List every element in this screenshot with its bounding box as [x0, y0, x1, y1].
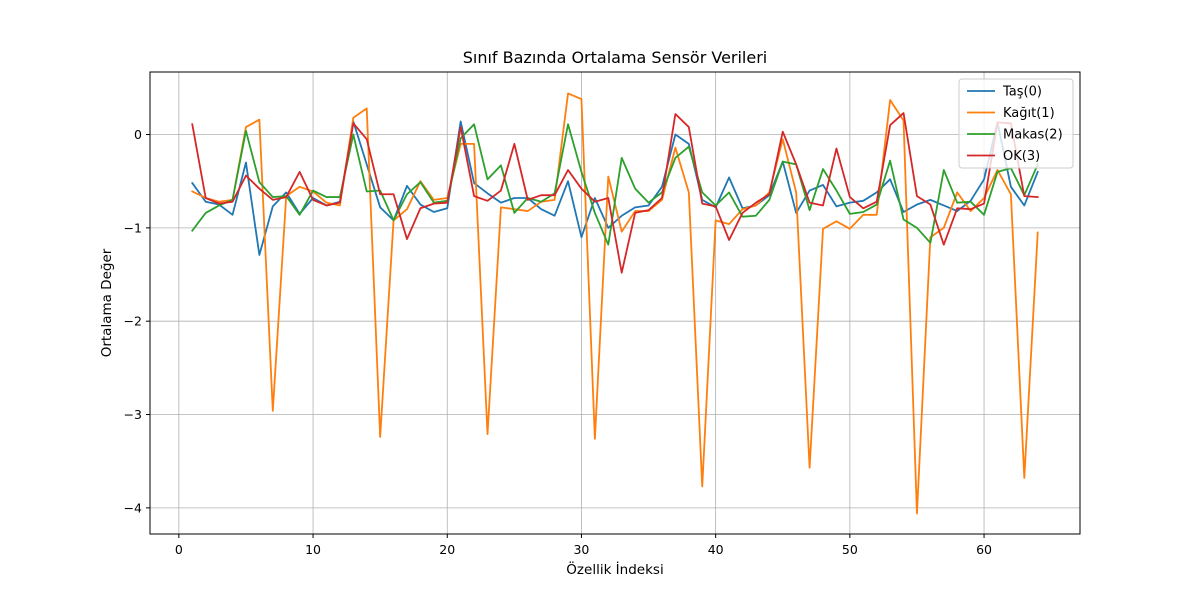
plot-frame — [149, 71, 1081, 535]
x-axis-ticks: 0 10 20 30 40 50 60 — [175, 534, 992, 557]
y-axis-label: Ortalama Değer — [99, 248, 115, 357]
series-layer — [191, 92, 1039, 515]
grid-lines — [150, 72, 1080, 534]
x-tick-label: 0 — [175, 542, 183, 557]
x-tick-label: 10 — [305, 542, 321, 557]
legend-box — [958, 78, 1074, 169]
legend-label: Kağıt(1) — [1003, 106, 1055, 121]
legend-label: Taş(0) — [1002, 85, 1042, 100]
x-tick-label: 20 — [439, 542, 455, 557]
legend-label: OK(3) — [1003, 149, 1040, 164]
chart-title: Sınıf Bazında Ortalama Sensör Verileri — [463, 48, 768, 67]
x-tick-label: 30 — [573, 542, 589, 557]
x-tick-label: 40 — [708, 542, 724, 557]
x-axis-label: Özellik İndeksi — [566, 560, 663, 578]
y-tick-label: −1 — [124, 220, 142, 235]
y-tick-label: 0 — [134, 127, 142, 142]
legend: Taş(0) Kağıt(1) Makas(2) OK(3) — [958, 78, 1074, 169]
series-line-3 — [191, 123, 1039, 246]
y-tick-label: −2 — [124, 314, 142, 329]
x-tick-label: 50 — [842, 542, 858, 557]
y-tick-label: −4 — [124, 500, 142, 515]
x-tick-label: 60 — [976, 542, 992, 557]
series-line-4 — [191, 112, 1039, 274]
legend-label: Makas(2) — [1003, 128, 1063, 143]
y-axis-ticks: 0 −1 −2 −3 −4 — [124, 127, 150, 515]
y-tick-label: −3 — [124, 407, 142, 422]
